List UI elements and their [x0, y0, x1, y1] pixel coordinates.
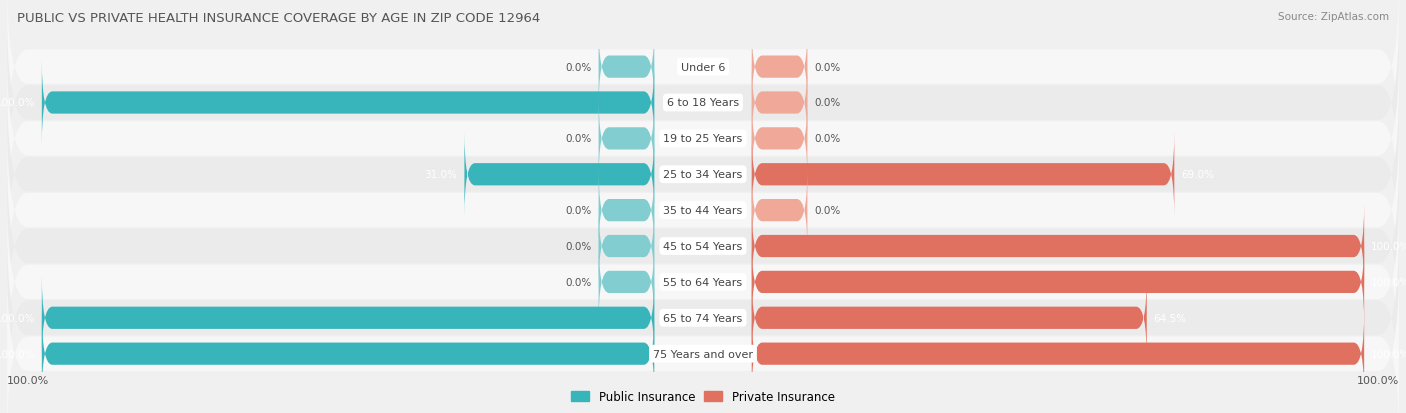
FancyBboxPatch shape	[7, 0, 1399, 158]
Text: PUBLIC VS PRIVATE HEALTH INSURANCE COVERAGE BY AGE IN ZIP CODE 12964: PUBLIC VS PRIVATE HEALTH INSURANCE COVER…	[17, 12, 540, 25]
FancyBboxPatch shape	[7, 49, 1399, 229]
FancyBboxPatch shape	[752, 311, 1364, 396]
Text: 100.0%: 100.0%	[0, 349, 35, 359]
Text: 0.0%: 0.0%	[565, 134, 592, 144]
Legend: Public Insurance, Private Insurance: Public Insurance, Private Insurance	[567, 385, 839, 408]
Text: 45 to 54 Years: 45 to 54 Years	[664, 242, 742, 252]
Text: 100.0%: 100.0%	[1371, 349, 1406, 359]
Text: 100.0%: 100.0%	[7, 375, 49, 385]
Text: 25 to 34 Years: 25 to 34 Years	[664, 170, 742, 180]
FancyBboxPatch shape	[752, 25, 807, 110]
FancyBboxPatch shape	[752, 275, 1147, 361]
FancyBboxPatch shape	[7, 13, 1399, 193]
Text: 0.0%: 0.0%	[565, 206, 592, 216]
FancyBboxPatch shape	[464, 132, 654, 217]
FancyBboxPatch shape	[7, 121, 1399, 301]
Text: 0.0%: 0.0%	[565, 242, 592, 252]
FancyBboxPatch shape	[599, 168, 654, 253]
FancyBboxPatch shape	[7, 192, 1399, 373]
FancyBboxPatch shape	[752, 61, 807, 146]
FancyBboxPatch shape	[7, 156, 1399, 337]
FancyBboxPatch shape	[7, 85, 1399, 265]
Text: 19 to 25 Years: 19 to 25 Years	[664, 134, 742, 144]
Text: 35 to 44 Years: 35 to 44 Years	[664, 206, 742, 216]
Text: 100.0%: 100.0%	[0, 98, 35, 108]
Text: 0.0%: 0.0%	[565, 277, 592, 287]
FancyBboxPatch shape	[599, 204, 654, 289]
Text: 0.0%: 0.0%	[814, 206, 841, 216]
FancyBboxPatch shape	[599, 25, 654, 110]
Text: Source: ZipAtlas.com: Source: ZipAtlas.com	[1278, 12, 1389, 22]
FancyBboxPatch shape	[599, 240, 654, 325]
FancyBboxPatch shape	[42, 61, 654, 146]
Text: 65 to 74 Years: 65 to 74 Years	[664, 313, 742, 323]
FancyBboxPatch shape	[752, 132, 1174, 217]
FancyBboxPatch shape	[42, 311, 654, 396]
FancyBboxPatch shape	[752, 97, 807, 182]
Text: 31.0%: 31.0%	[425, 170, 457, 180]
FancyBboxPatch shape	[7, 228, 1399, 408]
Text: Under 6: Under 6	[681, 62, 725, 72]
FancyBboxPatch shape	[42, 275, 654, 361]
Text: 100.0%: 100.0%	[1357, 375, 1399, 385]
FancyBboxPatch shape	[752, 240, 1364, 325]
FancyBboxPatch shape	[752, 168, 807, 253]
Text: 0.0%: 0.0%	[814, 62, 841, 72]
Text: 0.0%: 0.0%	[565, 62, 592, 72]
Text: 100.0%: 100.0%	[0, 313, 35, 323]
Text: 100.0%: 100.0%	[1371, 242, 1406, 252]
Text: 64.5%: 64.5%	[1154, 313, 1187, 323]
Text: 6 to 18 Years: 6 to 18 Years	[666, 98, 740, 108]
Text: 75 Years and over: 75 Years and over	[652, 349, 754, 359]
Text: 100.0%: 100.0%	[1371, 277, 1406, 287]
Text: 69.0%: 69.0%	[1181, 170, 1215, 180]
FancyBboxPatch shape	[7, 263, 1399, 413]
FancyBboxPatch shape	[599, 97, 654, 182]
Text: 0.0%: 0.0%	[814, 134, 841, 144]
Text: 0.0%: 0.0%	[814, 98, 841, 108]
Text: 55 to 64 Years: 55 to 64 Years	[664, 277, 742, 287]
FancyBboxPatch shape	[752, 204, 1364, 289]
